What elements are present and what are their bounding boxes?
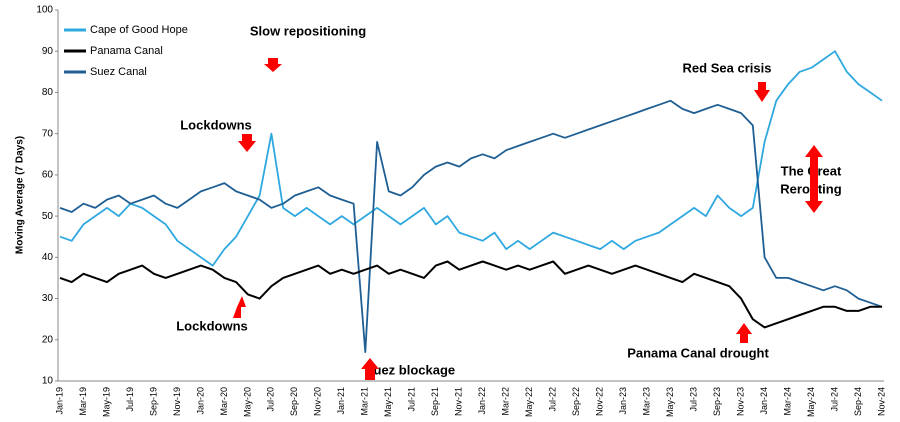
arrow [361, 358, 379, 380]
y-tick-label: 70 [42, 128, 54, 139]
x-tick-label: Sep-20 [289, 387, 299, 416]
annotations: Slow repositioning Lockdowns Lockdowns S… [176, 23, 842, 380]
x-tick-label: Mar-22 [501, 387, 511, 416]
arrow [754, 82, 770, 102]
legend-label: Cape of Good Hope [90, 24, 188, 36]
x-tick-label: Sep-23 [712, 387, 722, 416]
annotation: Lockdowns [180, 117, 252, 132]
x-tick-label: Sep-19 [148, 387, 158, 416]
series-line [59, 99, 883, 353]
x-tick-label: Mar-23 [642, 387, 652, 416]
x-tick-label: Jul-20 [266, 387, 276, 412]
x-tick-label: Jan-20 [195, 387, 205, 415]
x-tick-label: Jul-21 [407, 387, 417, 412]
annotation: Slow repositioning [250, 23, 366, 38]
x-tick-label: May-23 [665, 387, 675, 417]
x-tick-label: Nov-20 [313, 387, 323, 416]
x-tick-label: Jan-22 [477, 387, 487, 415]
annotation: Panama Canal drought [627, 345, 769, 360]
x-tick-label: May-22 [524, 387, 534, 417]
x-tick-label: Mar-20 [219, 387, 229, 416]
y-tick-label: 80 [42, 87, 54, 98]
x-tick-label: Mar-24 [782, 387, 792, 416]
x-tick-label: Jul-24 [829, 387, 839, 412]
x-tick-label: Nov-21 [454, 387, 464, 416]
x-tick-label: Jan-24 [759, 387, 769, 415]
y-tick-label: 10 [42, 376, 54, 387]
x-tick-label: Nov-19 [172, 387, 182, 416]
x-tick-label: May-19 [101, 387, 111, 417]
x-tick-label: Sep-22 [571, 387, 581, 416]
x-tick-label: Mar-21 [360, 387, 370, 416]
x-tick-label: Jan-19 [54, 387, 64, 415]
x-tick-label: May-24 [806, 387, 816, 417]
annotation: Lockdowns [176, 318, 248, 333]
legend-label: Suez Canal [90, 66, 147, 78]
arrow [805, 145, 823, 213]
y-tick-label: 60 [42, 170, 54, 181]
legend-label: Panama Canal [90, 45, 163, 57]
x-tick-label: Nov-23 [735, 387, 745, 416]
x-tick-label: May-20 [242, 387, 252, 417]
x-tick-label: Jul-23 [688, 387, 698, 412]
x-tick-label: Nov-24 [876, 387, 886, 416]
x-tick-label: Nov-22 [595, 387, 605, 416]
series-line [59, 50, 883, 267]
x-tick-label: Jul-19 [125, 387, 135, 412]
x-tick-label: Sep-24 [853, 387, 863, 416]
y-tick-label: 90 [42, 46, 54, 57]
x-tick-label: Jan-21 [336, 387, 346, 415]
x-tick-label: Jul-22 [548, 387, 558, 412]
x-tick-label: Sep-21 [430, 387, 440, 416]
y-tick-label: 20 [42, 334, 54, 345]
arrow [233, 296, 246, 318]
x-tick-label: Mar-19 [78, 387, 88, 416]
x-tick-label: Jan-23 [618, 387, 628, 415]
arrow [736, 323, 752, 343]
arrow [238, 134, 256, 152]
y-tick-label: 30 [42, 293, 54, 304]
y-axis-label: Moving Average (7 Days) [15, 136, 26, 254]
plot-area: 10 20 30 40 50 60 70 80 90 100 Jan-19 Mar-19 May-19 J… [36, 5, 886, 417]
y-tick-label: 50 [42, 211, 54, 222]
x-tick-label: May-21 [383, 387, 393, 417]
annotation: Suez blockage [365, 362, 455, 377]
y-tick-label: 40 [42, 252, 54, 263]
arrow [264, 58, 282, 72]
annotation: Red Sea crisis [683, 60, 772, 75]
series-line [59, 260, 882, 329]
y-tick-label: 100 [36, 5, 53, 16]
